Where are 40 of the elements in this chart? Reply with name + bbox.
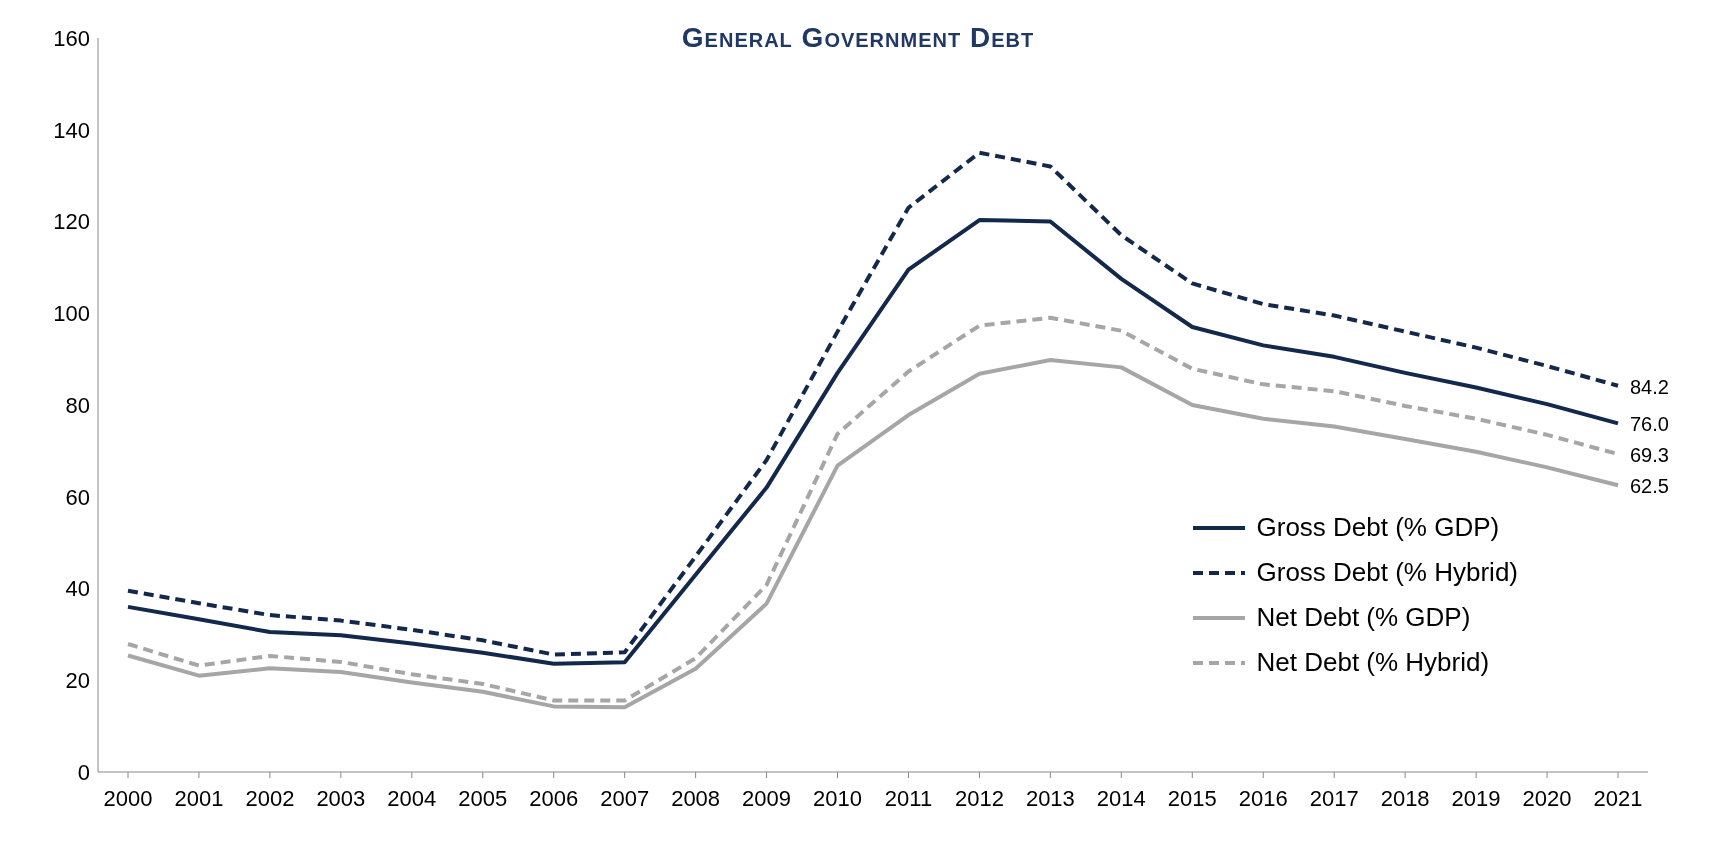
data-label: 69.3 [1630, 444, 1669, 467]
x-tick-label: 2012 [954, 785, 1004, 811]
x-tick-label: 2018 [1380, 785, 1430, 811]
x-tick-label: 2010 [813, 785, 862, 811]
y-tick-label: 40 [65, 576, 90, 602]
y-tick-label: 20 [65, 668, 90, 694]
data-label: 62.5 [1630, 475, 1669, 498]
x-tick-label: 2020 [1522, 785, 1572, 811]
y-tick-label: 160 [53, 25, 90, 51]
x-tick-label: 2006 [529, 785, 579, 811]
chart-title: General Government Debt [681, 22, 1035, 53]
x-tick-label: 2001 [174, 785, 224, 811]
y-tick-label: 140 [53, 117, 90, 143]
x-tick-label: 2008 [671, 785, 721, 811]
y-tick-label: 0 [77, 759, 90, 785]
x-tick-label: 2017 [1309, 785, 1359, 811]
x-tick-label: 2005 [458, 785, 508, 811]
x-tick-label: 2000 [103, 785, 153, 811]
x-tick-label: 2013 [1025, 785, 1075, 811]
y-tick-label: 80 [65, 392, 90, 418]
x-tick-label: 2004 [387, 785, 437, 811]
legend-label: Net Debt (% GDP) [1256, 602, 1471, 633]
y-tick-label: 120 [53, 209, 90, 235]
x-tick-label: 2007 [600, 785, 650, 811]
x-tick-label: 2016 [1238, 785, 1288, 811]
x-tick-label: 2014 [1096, 785, 1146, 811]
legend-label: Gross Debt (% Hybrid) [1256, 557, 1518, 588]
data-label: 84.2 [1630, 375, 1669, 398]
x-tick-label: 2019 [1451, 785, 1501, 811]
x-tick-label: 2015 [1167, 785, 1217, 811]
x-tick-label: 2002 [245, 785, 295, 811]
data-label: 76.0 [1630, 413, 1669, 436]
legend-label: Net Debt (% Hybrid) [1256, 647, 1490, 678]
x-tick-label: 2009 [742, 785, 792, 811]
y-tick-label: 100 [53, 301, 90, 327]
y-tick-label: 60 [65, 484, 90, 510]
x-tick-label: 2003 [316, 785, 366, 811]
x-tick-label: 2011 [884, 785, 933, 811]
x-tick-label: 2021 [1593, 785, 1643, 811]
legend-label: Gross Debt (% GDP) [1256, 512, 1500, 543]
